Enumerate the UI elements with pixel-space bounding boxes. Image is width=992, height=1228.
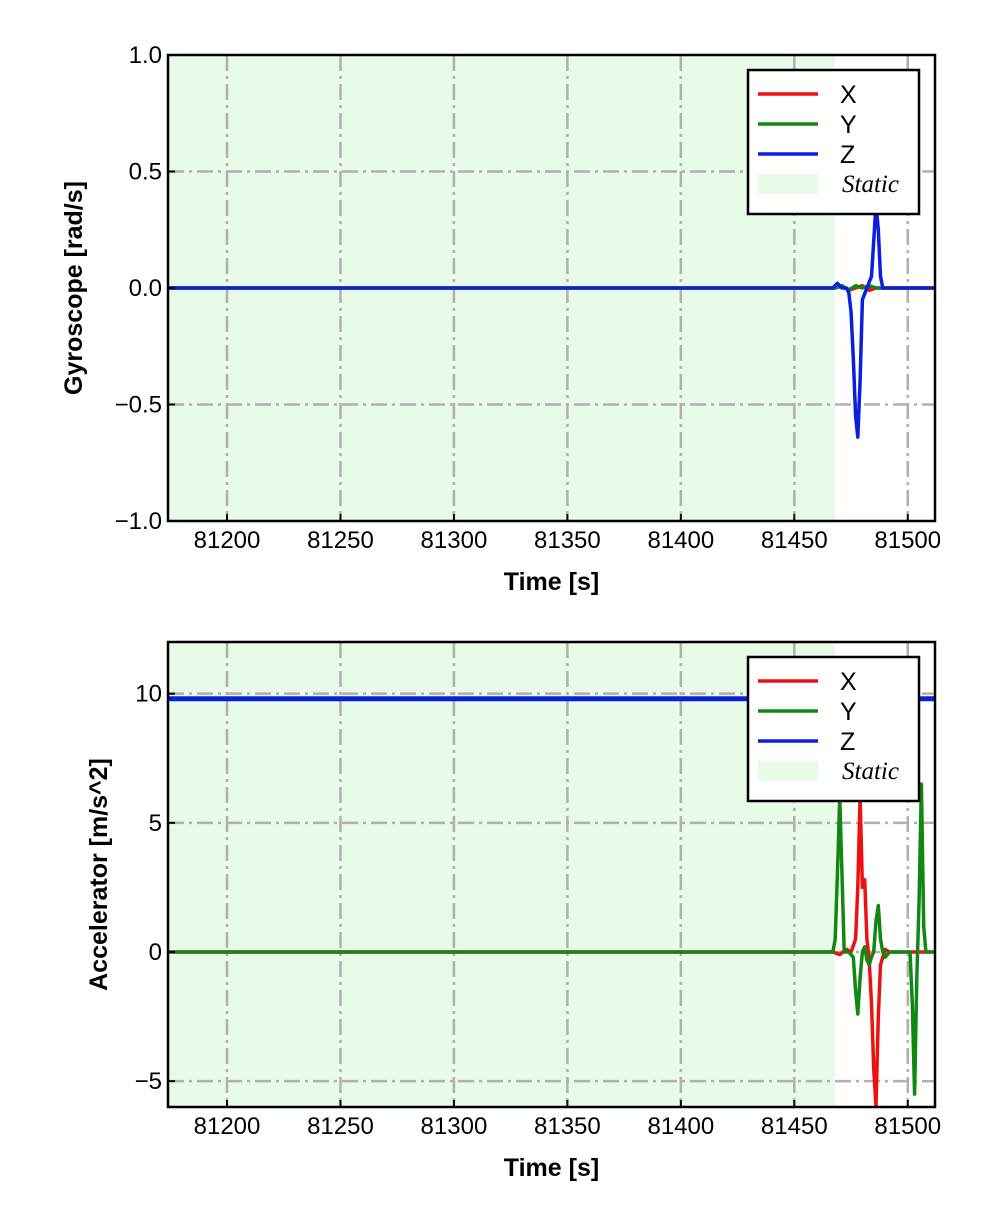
series-group xyxy=(168,202,935,439)
y-tick-label: −0.5 xyxy=(115,392,162,419)
x-tick-label: 81200 xyxy=(194,527,261,554)
legend-label-x: X xyxy=(840,668,857,696)
x-tick-label: 81450 xyxy=(761,527,828,554)
x-tick-label: 81500 xyxy=(874,1113,941,1140)
plot-frame xyxy=(166,640,937,1109)
x-tick-label: 81400 xyxy=(647,1113,714,1140)
legend-label-y: Y xyxy=(840,698,857,726)
x-tick-label: 81300 xyxy=(421,1113,488,1140)
legend-label-static: Static xyxy=(842,171,899,198)
x-tick-label: 81250 xyxy=(307,1113,374,1140)
chart-panel-1: 81200 81250 81300 81350 81400 81450 81500 1.0 0.… xyxy=(60,42,941,596)
x-tick-label: 81200 xyxy=(194,1113,261,1140)
legend-swatch-static xyxy=(758,761,818,781)
y-tick-label: 10 xyxy=(135,681,162,708)
x-tick-label: 81350 xyxy=(534,1113,601,1140)
chart-panel-2: 81200 81250 81300 81350 81400 81450 81500 10 5 0 −… xyxy=(85,640,941,1182)
legend-swatch-static xyxy=(758,174,818,194)
x-tick-label: 81450 xyxy=(761,1113,828,1140)
y-tick-label: −5 xyxy=(135,1068,162,1095)
x-axis-label: Time [s] xyxy=(504,1154,599,1182)
series-z-line xyxy=(168,202,935,439)
legend-label-z: Z xyxy=(840,728,855,756)
legend-label-x: X xyxy=(840,81,857,109)
legend-label-y: Y xyxy=(840,111,857,139)
y-tick-label: −1.0 xyxy=(115,508,162,535)
static-region xyxy=(168,642,836,1107)
y-tick-label: 0 xyxy=(149,939,162,966)
series-y-line xyxy=(168,782,935,1096)
y-tick-label: 1.0 xyxy=(129,42,162,69)
x-tick-label: 81400 xyxy=(647,527,714,554)
legend-label-z: Z xyxy=(840,141,855,169)
y-tick-label: 0.5 xyxy=(129,159,162,186)
x-tick-label: 81300 xyxy=(421,527,488,554)
y-tick-label: 5 xyxy=(149,810,162,837)
y-axis-label: Accelerator [m/s^2] xyxy=(85,758,113,991)
x-tick-label: 81500 xyxy=(874,527,941,554)
x-tick-label: 81250 xyxy=(307,527,374,554)
x-tick-label: 81350 xyxy=(534,527,601,554)
y-tick-label: 0.0 xyxy=(129,275,162,302)
y-axis-label: Gyroscope [rad/s] xyxy=(60,181,88,395)
x-axis-label: Time [s] xyxy=(504,568,599,596)
legend-label-static: Static xyxy=(842,758,899,785)
